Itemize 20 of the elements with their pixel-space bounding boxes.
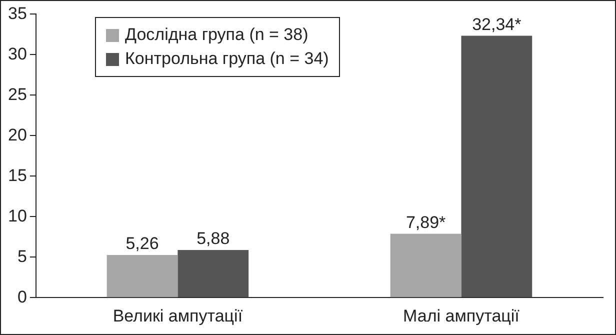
legend-label: Дослідна група (n = 38) xyxy=(125,24,308,46)
data-label: 7,89* xyxy=(406,212,446,232)
bar xyxy=(461,36,532,298)
bar xyxy=(106,255,178,298)
bar xyxy=(390,234,462,298)
x-tick-label: Великі ампутації xyxy=(112,306,243,326)
y-tick-label: 5 xyxy=(17,246,27,266)
legend-label: Контрольна група (n = 34) xyxy=(125,48,329,70)
data-label: 5,88 xyxy=(196,229,230,248)
data-label: 5,26 xyxy=(126,234,159,254)
bar xyxy=(178,250,249,298)
y-tick-label: 30 xyxy=(8,44,27,64)
y-tick-label: 25 xyxy=(8,84,27,104)
y-tick-label: 10 xyxy=(8,206,27,226)
y-tick-label: 15 xyxy=(8,166,27,185)
y-tick-label: 0 xyxy=(17,287,27,306)
y-tick-label: 35 xyxy=(8,4,27,23)
y-tick-label: 20 xyxy=(8,125,27,144)
data-label: 32,34* xyxy=(472,14,522,34)
x-tick-label: Малі ампутації xyxy=(403,306,520,326)
